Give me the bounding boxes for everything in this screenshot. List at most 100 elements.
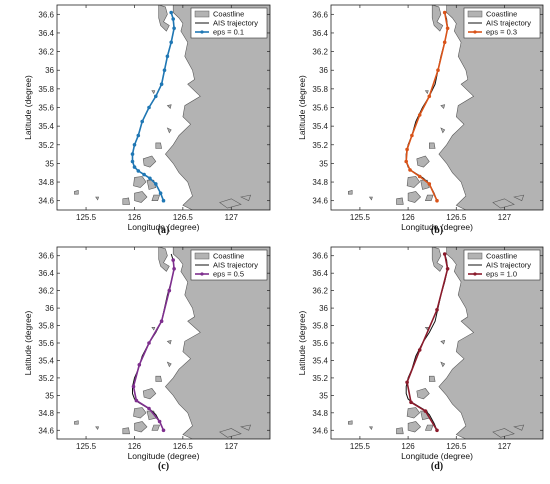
eps-point (154, 94, 158, 99)
y-tick-label: 35.4 (312, 122, 328, 131)
eps-point (142, 172, 146, 177)
island-shape (240, 424, 252, 431)
island-shape (424, 326, 429, 331)
eps-point (171, 258, 175, 262)
legend-swatch-coastline (467, 10, 483, 18)
chart-panel: 125.5 126 126.5 127 34.6 34.8 35 35.2 35.4 35.6 35… (297, 4, 544, 236)
x-axis-label: Longitude (degree) (401, 451, 473, 461)
y-tick-label: 35.2 (312, 374, 328, 383)
island-shape (431, 5, 444, 32)
island-shape (166, 104, 172, 109)
legend-entry: Coastline (213, 10, 244, 19)
island-shape (424, 194, 434, 201)
legend-swatch-marker (200, 272, 204, 276)
island-shape (166, 361, 172, 368)
island-shape (155, 142, 162, 149)
island-shape (134, 191, 148, 203)
x-tick-label: 127 (498, 442, 512, 451)
island-shape (440, 104, 446, 109)
legend-entry: AIS trajectory (213, 19, 258, 28)
eps-point (148, 176, 152, 181)
legend-entry: eps = 0.5 (213, 270, 244, 279)
eps-point (161, 428, 166, 433)
eps-point (154, 182, 158, 186)
eps-point (159, 319, 164, 324)
island-shape (492, 428, 515, 438)
x-axis-label: Longitude (degree) (128, 222, 200, 232)
y-axis-label: Latitude (degree) (23, 75, 33, 140)
y-tick-label: 36.4 (312, 29, 328, 38)
eps-point (169, 10, 173, 15)
x-tick-label: 127 (498, 213, 512, 222)
y-axis-label: Latitude (degree) (297, 310, 307, 375)
eps-point (161, 198, 166, 203)
eps-point (427, 94, 432, 99)
eps-point (136, 169, 141, 173)
coastline-land (74, 5, 270, 210)
eps-point (171, 17, 175, 21)
eps-point (130, 152, 135, 156)
island-shape (406, 176, 421, 188)
legend-swatch-marker (473, 272, 477, 276)
eps-point (442, 40, 447, 45)
x-tick-label: 126 (128, 213, 142, 222)
island-shape (368, 196, 373, 201)
eps-point (131, 384, 136, 389)
eps-point (436, 68, 440, 72)
island-shape (440, 339, 446, 345)
y-tick-label: 35.6 (312, 104, 328, 113)
y-tick-label: 35.4 (312, 356, 328, 365)
x-tick-label: 126.5 (173, 213, 194, 222)
eps-point (158, 191, 163, 195)
eps-point (435, 428, 439, 433)
eps-point (445, 26, 450, 31)
y-tick-label: 34.6 (312, 426, 328, 435)
x-tick-label: 126 (401, 213, 415, 222)
eps-line (406, 253, 449, 431)
mainland-shape (165, 5, 270, 210)
y-tick-label: 35.8 (38, 85, 54, 94)
legend-entry: AIS trajectory (213, 261, 258, 270)
y-tick-label: 35.2 (38, 141, 54, 150)
island-shape (74, 190, 79, 195)
island-shape (122, 197, 130, 205)
island-shape (158, 247, 170, 272)
eps-point (132, 143, 137, 147)
coastline-land (74, 247, 270, 439)
legend-entry: eps = 0.1 (213, 28, 244, 37)
panel-label: (d) (431, 461, 443, 472)
eps-point (147, 341, 151, 345)
eps-point (435, 198, 439, 203)
x-tick-label: 126 (128, 442, 142, 451)
x-tick-label: 127 (225, 213, 239, 222)
x-tick-label: 125.5 (76, 442, 97, 451)
eps-point (172, 26, 176, 31)
legend-entry: AIS trajectory (486, 261, 531, 270)
island-shape (396, 197, 404, 205)
island-shape (158, 5, 170, 32)
y-tick-label: 35.6 (38, 104, 54, 113)
eps-point (435, 308, 439, 312)
y-tick-label: 35.6 (312, 339, 328, 348)
y-tick-label: 36 (45, 304, 54, 313)
island-shape (151, 194, 161, 201)
island-shape (95, 196, 100, 201)
eps-point (134, 398, 139, 403)
chart-panel: 125.5 126 126.5 127 34.6 34.8 35 35.2 35.4 35.6 35… (23, 4, 271, 236)
eps-point (172, 267, 176, 271)
x-tick-label: 126.5 (446, 213, 467, 222)
y-tick-label: 36 (45, 66, 54, 75)
island-shape (396, 427, 404, 435)
eps-point (147, 406, 151, 411)
y-tick-label: 36.4 (38, 269, 54, 278)
x-tick-label: 125.5 (350, 213, 371, 222)
island-shape (424, 90, 429, 95)
eps-point (132, 165, 137, 169)
x-axis-label: Longitude (degree) (401, 222, 473, 232)
y-tick-label: 36 (319, 304, 328, 313)
eps-point (410, 133, 414, 138)
